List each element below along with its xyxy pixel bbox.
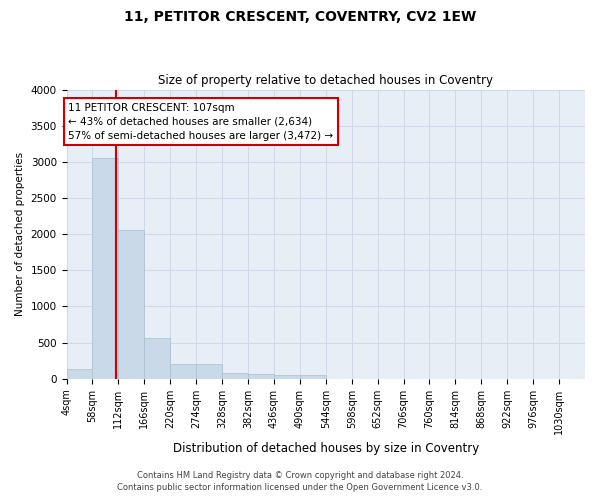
Bar [196, 364, 222, 378]
X-axis label: Distribution of detached houses by size in Coventry: Distribution of detached houses by size … [173, 442, 479, 455]
Text: 11, PETITOR CRESCENT, COVENTRY, CV2 1EW: 11, PETITOR CRESCENT, COVENTRY, CV2 1EW [124, 10, 476, 24]
Bar [222, 373, 248, 378]
Bar [144, 338, 170, 378]
Bar [118, 230, 144, 378]
Text: Contains HM Land Registry data © Crown copyright and database right 2024.
Contai: Contains HM Land Registry data © Crown c… [118, 471, 482, 492]
Title: Size of property relative to detached houses in Coventry: Size of property relative to detached ho… [158, 74, 493, 87]
Y-axis label: Number of detached properties: Number of detached properties [15, 152, 25, 316]
Text: 11 PETITOR CRESCENT: 107sqm
← 43% of detached houses are smaller (2,634)
57% of : 11 PETITOR CRESCENT: 107sqm ← 43% of det… [68, 102, 334, 141]
Bar [248, 374, 274, 378]
Bar [67, 370, 92, 378]
Bar [274, 375, 300, 378]
Bar [92, 158, 118, 378]
Bar [300, 375, 326, 378]
Bar [170, 364, 196, 378]
